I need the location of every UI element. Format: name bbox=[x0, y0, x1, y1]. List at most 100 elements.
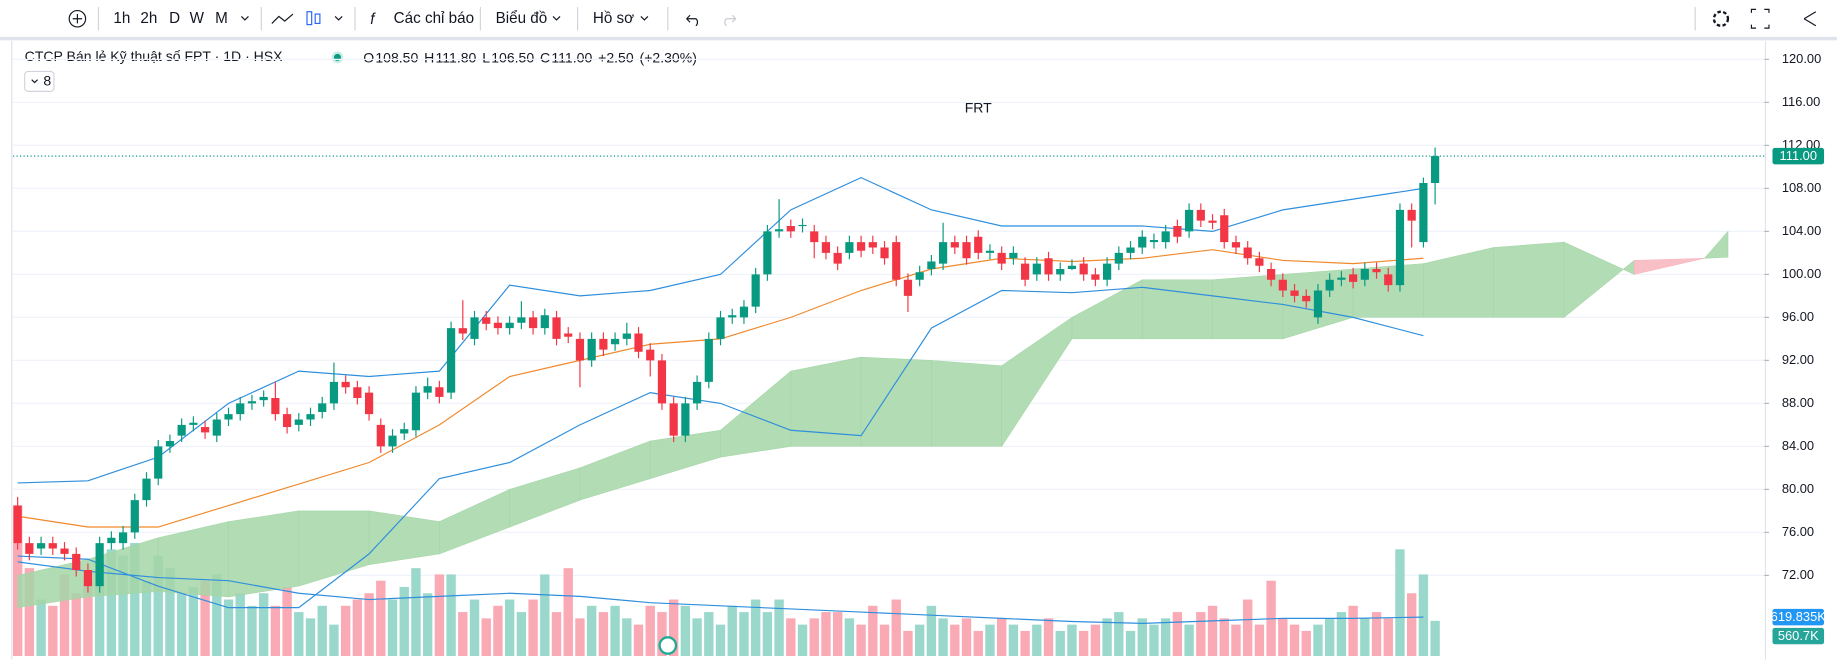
y-tick-label: 120.00 bbox=[1782, 51, 1821, 66]
candle-body bbox=[810, 231, 819, 243]
y-tick-label: 80.00 bbox=[1782, 481, 1814, 496]
interval-button[interactable]: 2h bbox=[140, 10, 157, 27]
volume-bar bbox=[622, 618, 632, 657]
volume-bar bbox=[1043, 618, 1054, 657]
candle-style-icon[interactable] bbox=[306, 11, 313, 26]
volume-bar bbox=[504, 599, 515, 657]
volume-bar bbox=[938, 618, 948, 657]
candle-body bbox=[306, 414, 315, 420]
volume-bar bbox=[1114, 612, 1124, 657]
volume-bar bbox=[258, 593, 269, 657]
share-button[interactable] bbox=[1803, 11, 1817, 27]
candle-body bbox=[423, 386, 432, 393]
volume-bar bbox=[118, 555, 128, 657]
ohlc-value: 106.50 bbox=[491, 49, 534, 65]
candle-body bbox=[1278, 279, 1287, 291]
chart-style-menu[interactable] bbox=[334, 15, 343, 21]
volume-bar bbox=[961, 618, 972, 657]
fullscreen-button[interactable] bbox=[1750, 8, 1770, 29]
interval-button[interactable]: W bbox=[190, 10, 205, 27]
candle-body bbox=[974, 236, 983, 253]
ohlc-value: (+2.30%) bbox=[640, 49, 697, 65]
candle-body bbox=[1290, 290, 1299, 296]
interval-button[interactable]: 1h bbox=[113, 10, 130, 27]
interval-button[interactable]: D bbox=[169, 10, 180, 27]
profile-button[interactable]: Hồ sơ bbox=[593, 10, 634, 27]
candle-body bbox=[704, 338, 713, 382]
candle-body bbox=[1302, 295, 1311, 302]
volume-bar bbox=[1301, 630, 1311, 657]
candle-body bbox=[1103, 263, 1112, 280]
candle-body bbox=[927, 261, 936, 270]
indicator-count: 8 bbox=[43, 73, 51, 89]
volume-bar bbox=[926, 605, 937, 657]
y-tick-label: 96.00 bbox=[1782, 309, 1814, 324]
volume-bar bbox=[364, 593, 374, 657]
volume-bar bbox=[48, 605, 58, 657]
volume-bar bbox=[1324, 618, 1335, 657]
interval-button[interactable]: M bbox=[215, 10, 228, 27]
volume-bar bbox=[844, 618, 855, 657]
candle-body bbox=[1149, 239, 1159, 243]
candle-body bbox=[1231, 242, 1241, 248]
candle-body bbox=[364, 392, 374, 415]
indicators-toggle[interactable] bbox=[24, 70, 55, 92]
candle-body bbox=[939, 242, 948, 264]
profile-caret bbox=[640, 15, 649, 21]
candle-body bbox=[1009, 252, 1018, 259]
volume-bar bbox=[516, 612, 527, 657]
volume-bar bbox=[352, 599, 363, 657]
cloud-segment bbox=[860, 356, 932, 447]
candle-body bbox=[1126, 247, 1135, 253]
volume-bar bbox=[24, 568, 35, 657]
volume-bar bbox=[1430, 620, 1440, 657]
y-tick-label: 116.00 bbox=[1782, 94, 1820, 109]
cloud-segment bbox=[1212, 274, 1284, 340]
candle-body bbox=[1267, 269, 1276, 280]
redo-button[interactable] bbox=[724, 14, 737, 27]
candle-body bbox=[528, 317, 538, 329]
candle-body bbox=[1032, 263, 1041, 275]
candle-body bbox=[845, 242, 854, 253]
candle-body bbox=[1067, 265, 1077, 270]
toggle-caret bbox=[31, 79, 38, 84]
volume-bar bbox=[645, 605, 655, 657]
volume-bar bbox=[1371, 612, 1382, 657]
price-tag bbox=[1772, 627, 1825, 645]
volume-bar bbox=[540, 574, 550, 657]
candle-body bbox=[470, 317, 479, 339]
volume-bar bbox=[83, 580, 93, 657]
settings-button[interactable] bbox=[1712, 10, 1730, 27]
candle-body bbox=[517, 317, 526, 323]
candle-body bbox=[1419, 183, 1428, 243]
candle-body bbox=[1337, 277, 1346, 280]
candle-body bbox=[95, 543, 104, 587]
chart-menu-button[interactable]: Biểu đồ bbox=[496, 10, 548, 27]
interval-menu[interactable] bbox=[240, 15, 249, 21]
undo-button[interactable] bbox=[686, 14, 699, 27]
event-marker[interactable] bbox=[658, 636, 678, 655]
volume-bar bbox=[153, 555, 163, 657]
ohlc-value: +2.50 bbox=[598, 49, 634, 65]
indicator-line bbox=[17, 286, 1424, 609]
volume-bar bbox=[294, 612, 304, 657]
ohlc-value: 108.50 bbox=[375, 49, 418, 65]
candle-body bbox=[903, 279, 913, 296]
candle-body bbox=[353, 387, 362, 399]
candle-body bbox=[411, 392, 421, 431]
volume-bar bbox=[797, 624, 808, 657]
add-symbol-icon[interactable] bbox=[68, 9, 87, 28]
candle-body bbox=[282, 414, 292, 428]
volume-bar bbox=[1395, 549, 1405, 657]
volume-bar bbox=[973, 630, 983, 657]
candle-body bbox=[634, 333, 643, 352]
line-style-icon[interactable] bbox=[271, 13, 294, 24]
volume-bar bbox=[305, 618, 316, 657]
y-tick-label: 88.00 bbox=[1782, 395, 1814, 410]
volume-bar bbox=[469, 599, 480, 657]
indicators-button[interactable]: Các chỉ báo bbox=[394, 10, 474, 27]
volume-bar bbox=[563, 568, 573, 657]
candle-body bbox=[669, 403, 678, 436]
volume-bar bbox=[188, 586, 199, 657]
volume-bar bbox=[340, 605, 351, 657]
